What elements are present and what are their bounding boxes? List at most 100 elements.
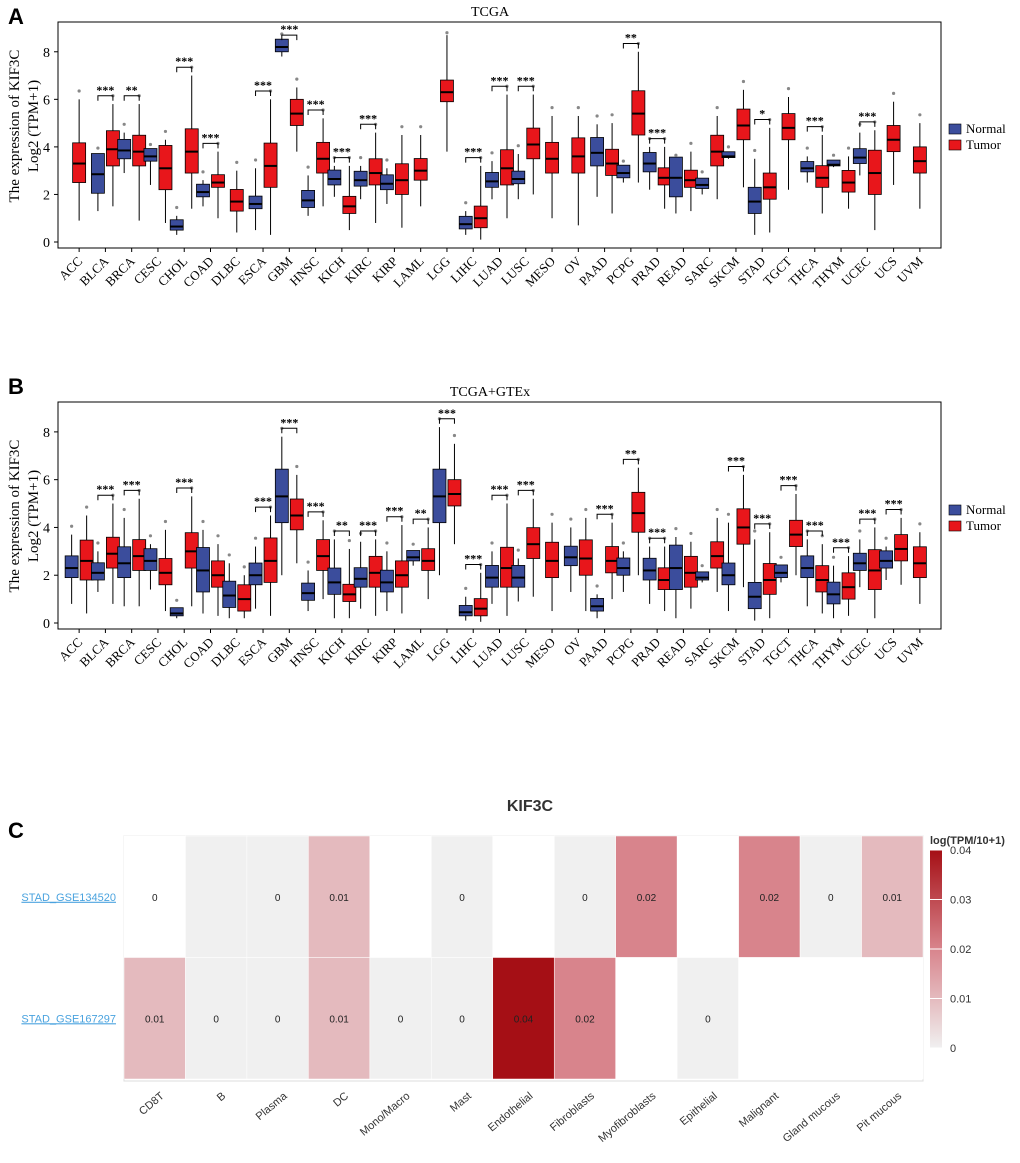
tumor-box-read-outlier (689, 141, 693, 145)
normal-box-kirc-box (353, 170, 368, 187)
x-tick-label-kirc: KIRC (342, 254, 375, 287)
normal-box-skcm-outlier (726, 145, 731, 149)
tumor-box-laml-box (421, 548, 436, 571)
normal-box-dlbc-box (222, 580, 237, 608)
heatmap-cell-label: 0.02 (575, 1014, 595, 1025)
heatmap-cell (861, 835, 924, 958)
sig-bracket (438, 418, 455, 424)
normal-box-cesc-outlier (148, 142, 153, 147)
normal-box-lihc-box (458, 215, 473, 230)
tumor-box-dlbc-box (229, 189, 244, 212)
normal-box-paad-outlier (595, 584, 599, 588)
sig-label: *** (806, 518, 824, 532)
normal-box-thym-outlier (831, 555, 836, 559)
panel-a-ylabel-2: Log2 (TPM+1) (26, 80, 42, 172)
panel-a-frame (57, 21, 942, 249)
normal-box-kich-box (327, 567, 342, 595)
panel-b-ylabel: The expression of KIF3C (7, 440, 23, 593)
heatmap-cell-label: 0 (213, 1014, 219, 1025)
tumor-box-tgct-box (781, 113, 796, 141)
heatmap-cell-label: 0.04 (514, 1014, 534, 1025)
heatmap-col-label: B (215, 1090, 228, 1104)
sig-bracket (465, 563, 482, 570)
heatmap-cell (185, 835, 248, 958)
normal-box-kirc-box (353, 567, 368, 588)
normal-box-kirp-outlier (385, 158, 389, 162)
sig-label: *** (280, 22, 298, 36)
sig-bracket (517, 489, 534, 496)
heatmap-row-link[interactable]: STAD_GSE167297 (21, 1013, 116, 1025)
x-tick-label-uvm: UVM (894, 634, 926, 666)
heatmap-cell-label: 0 (459, 1014, 465, 1025)
sig-bracket (859, 518, 876, 525)
boxplot-panel-b: TCGA+GTEx The expression of KIF3C Log2 (… (7, 385, 942, 672)
legend-b-tumor-label: Tumor (966, 518, 1002, 533)
heatmap-col-label: Endothelial (486, 1090, 535, 1134)
tumor-box-sarc-box (710, 134, 725, 167)
boxplot-panel-a: TCGA The expression of KIF3C Log2 (TPM+1… (7, 5, 942, 291)
x-tick-label-meso: MESO (522, 254, 558, 290)
sig-bracket (517, 85, 534, 92)
sig-bracket (465, 157, 482, 163)
legend-b-normal-label: Normal (966, 502, 1006, 517)
tumor-box-kich-box (342, 583, 357, 602)
sig-label: *** (254, 78, 272, 92)
tumor-box-skcm-box (736, 108, 751, 141)
tumor-box-laml-outlier (419, 125, 423, 129)
legend-b-tumor-swatch (948, 520, 962, 532)
tumor-box-uvm-outlier (918, 522, 922, 526)
x-tick-label-ucec: UCEC (838, 635, 873, 670)
sig-label: ** (126, 83, 138, 97)
normal-box-hnsc-outlier (306, 560, 310, 564)
y-tick-label: 2 (43, 569, 50, 584)
normal-box-laml-box (406, 550, 421, 562)
normal-box-acc-box (64, 555, 79, 579)
sig-bracket (360, 123, 377, 130)
x-tick-label-paad: PAAD (576, 635, 611, 670)
sig-bracket (754, 523, 771, 529)
heatmap-cell (676, 835, 739, 958)
tumor-box-ov-outlier (576, 106, 580, 110)
normal-box-thca-box (800, 555, 815, 579)
tumor-box-cesc-box (158, 558, 173, 586)
sig-label: *** (254, 494, 272, 508)
sig-label: *** (648, 525, 666, 539)
panel-c-title: KIF3C (507, 798, 554, 815)
normal-box-coad-box (196, 183, 210, 198)
tumor-box-cesc-outlier (163, 129, 168, 134)
normal-box-kich-box (327, 169, 342, 186)
y-tick-label: 4 (43, 521, 50, 536)
tumor-box-sarc-outlier (715, 507, 719, 512)
heatmap-cell (615, 835, 678, 958)
tumor-box-kirp-outlier (400, 125, 404, 129)
normal-box-chol-outlier (175, 598, 179, 602)
sig-bracket (491, 494, 508, 501)
normal-box-skcm-outlier (726, 512, 731, 516)
sig-bracket (202, 142, 219, 149)
sig-label: *** (307, 97, 325, 111)
normal-box-laml-outlier (411, 542, 415, 546)
normal-box-gbm-box (274, 38, 289, 53)
normal-box-blca-box (91, 562, 105, 581)
legend-a-tumor-label: Tumor (966, 137, 1002, 152)
x-tick-label-read: READ (654, 254, 690, 290)
sig-bracket (596, 513, 613, 520)
tumor-box-thym-box (841, 170, 856, 193)
normal-box-thym-box (826, 581, 841, 605)
normal-box-pcpg-outlier (621, 159, 625, 163)
heatmap-col-label: Malignant (737, 1090, 781, 1130)
x-tick-label-kich: KICH (315, 254, 348, 287)
heatmap-row-link[interactable]: STAD_GSE134520 (21, 892, 116, 904)
sig-label: *** (385, 504, 403, 518)
normal-box-esca-box (248, 562, 263, 586)
normal-box-hnsc-outlier (306, 165, 310, 169)
tumor-box-meso-outlier (550, 106, 554, 110)
sig-bracket (176, 487, 193, 494)
tumor-box-lgg-box (447, 479, 462, 507)
normal-box-ov-box (563, 545, 578, 567)
heatmap-cell (123, 957, 186, 1080)
normal-box-brca-box (117, 138, 132, 160)
heatmap-col-label: Mast (448, 1090, 474, 1115)
tumor-box-lgg-outlier (445, 31, 449, 35)
